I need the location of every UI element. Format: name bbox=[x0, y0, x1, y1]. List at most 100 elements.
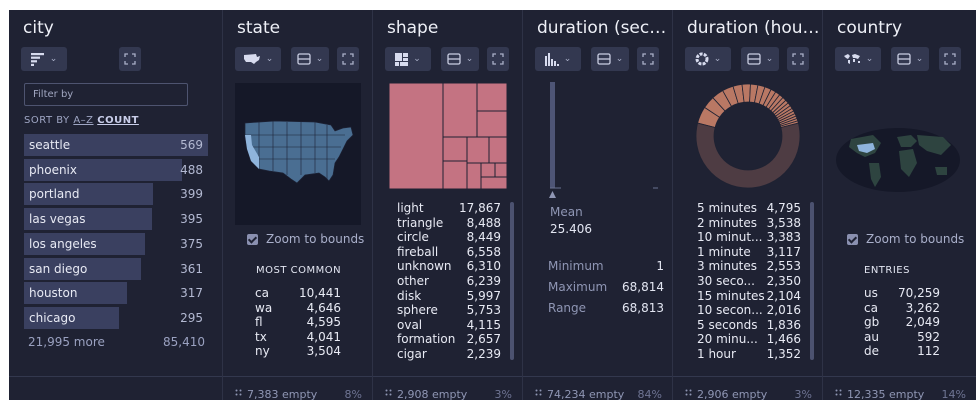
list-item[interactable]: fl 4,595 bbox=[255, 315, 341, 330]
list-item[interactable]: phoenix 488 bbox=[24, 158, 208, 181]
list-item[interactable]: 3 minutes 2,553 bbox=[697, 259, 801, 274]
list-item[interactable]: oval 4,115 bbox=[397, 318, 501, 333]
list-item-count: 10,441 bbox=[299, 286, 341, 300]
view-toggle-button[interactable]: ⌄ bbox=[21, 47, 67, 71]
chevron-down-icon: ⌄ bbox=[615, 54, 624, 64]
view-toggle-button[interactable]: ⌄ bbox=[535, 47, 581, 71]
list-item-label: unknown bbox=[397, 259, 452, 274]
list-item[interactable]: unknown 6,310 bbox=[397, 259, 501, 274]
list-item[interactable]: formation 2,657 bbox=[397, 332, 501, 347]
list-item-count: 488 bbox=[180, 162, 203, 177]
list-item-label: phoenix bbox=[29, 162, 77, 177]
list-item-count: 2,239 bbox=[466, 347, 501, 361]
list-item[interactable]: fireball 6,558 bbox=[397, 245, 501, 260]
list-item[interactable]: 10 minut... 3,383 bbox=[697, 230, 801, 245]
column-type-button[interactable]: ⌄ bbox=[891, 47, 929, 71]
us-map-shape bbox=[244, 120, 354, 184]
duration-donut-chart[interactable] bbox=[695, 82, 801, 190]
list-item[interactable]: us 70,259 bbox=[864, 286, 940, 301]
list-item[interactable]: au 592 bbox=[864, 330, 940, 345]
column-type-button[interactable]: ⌄ bbox=[291, 47, 329, 71]
list-item-label: los angeles bbox=[29, 236, 97, 251]
list-item[interactable]: cigar 2,239 bbox=[397, 347, 501, 362]
list-item-count: 8,449 bbox=[466, 230, 501, 245]
expand-button[interactable] bbox=[337, 47, 359, 71]
list-item[interactable]: seattle 569 bbox=[24, 134, 208, 156]
duration-histogram[interactable] bbox=[545, 80, 665, 204]
column-type-icon bbox=[897, 53, 911, 65]
filter-input[interactable] bbox=[24, 83, 188, 106]
column-type-button[interactable]: ⌄ bbox=[591, 47, 629, 71]
list-item[interactable]: ca 3,262 bbox=[864, 301, 940, 316]
list-item[interactable]: 5 seconds 1,836 bbox=[697, 318, 801, 333]
expand-button[interactable] bbox=[637, 47, 659, 71]
us-map[interactable] bbox=[235, 83, 361, 225]
list-item-count: 4,041 bbox=[306, 329, 341, 344]
treemap-cell-small bbox=[480, 176, 507, 189]
more-link[interactable]: 21,995 more bbox=[28, 335, 105, 349]
expand-button[interactable] bbox=[487, 47, 509, 71]
view-toggle-button[interactable]: ⌄ bbox=[235, 47, 281, 71]
checkbox-checked-icon bbox=[247, 233, 258, 245]
column-type-button[interactable]: ⌄ bbox=[741, 47, 779, 71]
zoom-to-bounds-toggle[interactable]: Zoom to bounds bbox=[247, 232, 364, 246]
shape-treemap[interactable] bbox=[389, 83, 507, 189]
sort-az-link[interactable]: A–Z bbox=[73, 115, 94, 126]
list-item[interactable]: de 112 bbox=[864, 344, 940, 359]
column-footer: 7,383 empty 8% bbox=[223, 376, 372, 400]
list-item[interactable]: circle 8,449 bbox=[397, 230, 501, 245]
list-item[interactable]: 2 minutes 3,538 bbox=[697, 216, 801, 231]
list-item[interactable]: 20 minu... 1,466 bbox=[697, 332, 801, 347]
list-item[interactable]: san diego 361 bbox=[24, 257, 208, 280]
list-item[interactable]: 5 minutes 4,795 bbox=[697, 201, 801, 216]
list-item[interactable]: sphere 5,753 bbox=[397, 303, 501, 318]
count-bar bbox=[24, 208, 152, 231]
list-item[interactable]: las vegas 395 bbox=[24, 208, 208, 231]
expand-button[interactable] bbox=[787, 47, 809, 71]
stat-label: Minimum bbox=[548, 259, 604, 273]
donut-slice-rest[interactable] bbox=[695, 122, 801, 189]
list-item[interactable]: portland 399 bbox=[24, 183, 208, 206]
more-total: 85,410 bbox=[163, 335, 205, 349]
sort-count-link[interactable]: COUNT bbox=[97, 115, 139, 126]
list-item-count: 5,997 bbox=[466, 288, 501, 303]
bar-list-icon bbox=[30, 52, 44, 66]
treemap-cell-sphere bbox=[488, 136, 507, 164]
expand-button[interactable] bbox=[939, 47, 961, 71]
list-item[interactable]: wa 4,646 bbox=[255, 301, 341, 316]
list-item[interactable]: gb 2,049 bbox=[864, 315, 940, 330]
list-item[interactable]: houston 317 bbox=[24, 282, 208, 305]
list-item[interactable]: chicago 295 bbox=[24, 306, 208, 329]
scrollbar[interactable] bbox=[810, 202, 814, 360]
empty-dots-icon bbox=[535, 389, 542, 396]
empty-count: 2,906 empty bbox=[697, 388, 768, 400]
most-common-header: MOST COMMON bbox=[256, 265, 342, 276]
list-item-count: 6,239 bbox=[466, 274, 501, 288]
list-item[interactable]: tx 4,041 bbox=[255, 330, 341, 345]
list-item[interactable]: 10 secon... 2,016 bbox=[697, 303, 801, 318]
list-item[interactable]: triangle 8,488 bbox=[397, 216, 501, 231]
list-item[interactable]: 30 seco... 2,350 bbox=[697, 274, 801, 289]
list-item[interactable]: 15 minutes 2,104 bbox=[697, 289, 801, 304]
count-bar bbox=[24, 232, 146, 255]
scrollbar[interactable] bbox=[510, 202, 514, 360]
list-item[interactable]: 1 hour 1,352 bbox=[697, 347, 801, 362]
list-item-label: gb bbox=[864, 315, 880, 330]
expand-button[interactable] bbox=[119, 47, 141, 71]
column-type-button[interactable]: ⌄ bbox=[441, 47, 479, 71]
view-toggle-button[interactable]: ⌄ bbox=[385, 47, 431, 71]
list-item[interactable]: other 6,239 bbox=[397, 274, 501, 289]
list-item-label: oval bbox=[397, 317, 423, 332]
list-item[interactable]: 1 minute 3,117 bbox=[697, 245, 801, 260]
list-item[interactable]: disk 5,997 bbox=[397, 289, 501, 304]
list-item[interactable]: ny 3,504 bbox=[255, 344, 341, 359]
view-toggle-button[interactable]: ⌄ bbox=[685, 47, 731, 71]
zoom-to-bounds-toggle[interactable]: Zoom to bounds bbox=[847, 232, 964, 246]
list-item[interactable]: los angeles 375 bbox=[24, 232, 208, 255]
world-map[interactable] bbox=[835, 127, 961, 193]
list-item-label: circle bbox=[397, 230, 429, 245]
list-item[interactable]: ca 10,441 bbox=[255, 286, 341, 301]
list-item[interactable]: light 17,867 bbox=[397, 201, 501, 216]
view-toggle-button[interactable]: ⌄ bbox=[835, 47, 881, 71]
list-item-label: 1 minute bbox=[697, 244, 751, 259]
